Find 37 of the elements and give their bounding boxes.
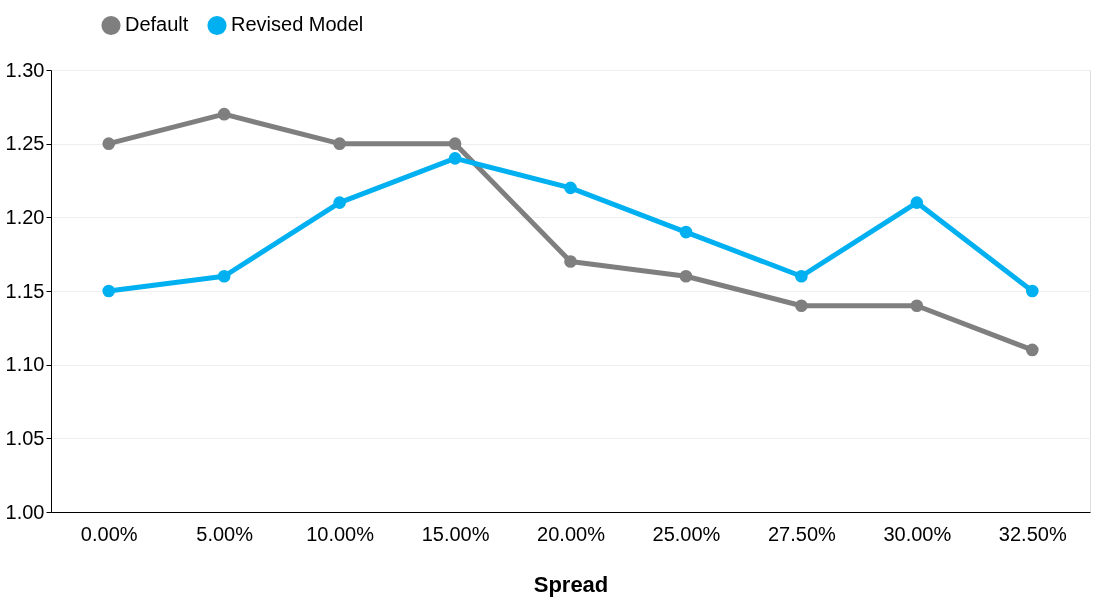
y-tick-label: 1.05 xyxy=(5,426,45,449)
legend-label: Default xyxy=(125,13,189,36)
x-tick-label: 30.00% xyxy=(883,522,952,545)
x-tick-label: 0.00% xyxy=(80,522,138,545)
x-axis-title: Spread xyxy=(533,571,609,597)
x-tick-label: 15.00% xyxy=(421,522,490,545)
y-tick-label: 1.30 xyxy=(5,58,45,81)
x-tick-label: 20.00% xyxy=(537,522,606,545)
x-tick-label: 10.00% xyxy=(306,522,375,545)
y-tick-label: 1.20 xyxy=(5,205,45,228)
x-tick-label: 27.50% xyxy=(767,522,837,545)
x-tick-label: 5.00% xyxy=(196,522,254,545)
point xyxy=(1025,284,1039,298)
point xyxy=(217,269,231,283)
point xyxy=(564,255,577,268)
y-tick-label: 1.15 xyxy=(5,279,45,302)
point xyxy=(333,137,346,150)
point xyxy=(795,269,808,283)
point xyxy=(102,137,116,150)
point xyxy=(564,181,577,195)
point xyxy=(1025,343,1039,357)
point xyxy=(679,225,693,239)
y-tick-label: 1.00 xyxy=(5,500,45,523)
point xyxy=(448,137,462,150)
point xyxy=(217,107,231,121)
point xyxy=(102,284,116,298)
legend-label: Revised Model xyxy=(231,13,364,36)
point xyxy=(795,299,808,313)
y-tick-label: 1.25 xyxy=(5,132,45,155)
point xyxy=(910,299,924,313)
y-tick-label: 1.10 xyxy=(5,353,45,376)
x-tick-label: 32.50% xyxy=(998,522,1067,545)
x-tick-label: 25.00% xyxy=(652,522,721,545)
point xyxy=(448,152,462,165)
point xyxy=(910,196,924,209)
point xyxy=(333,196,346,209)
point xyxy=(679,269,693,283)
